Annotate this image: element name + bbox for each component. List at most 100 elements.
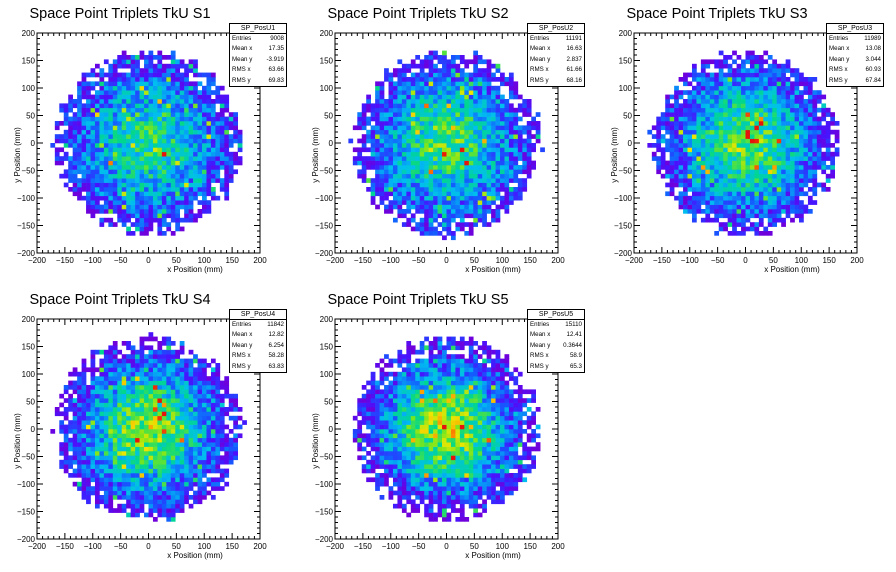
heatmap-bin [709,59,715,65]
heatmap-bin [825,121,831,126]
heatmap-bin [81,129,87,135]
x-axis-title: x Position (mm) [465,265,521,274]
heatmap-bin [77,442,82,447]
heatmap-bin [500,129,505,135]
heatmap-bin [495,63,501,69]
heatmap-bin [473,50,479,56]
heatmap-bin [468,222,474,227]
heatmap-bin [415,94,421,100]
heatmap-bin [401,165,407,170]
heatmap-bin [410,72,416,78]
heatmap-bin [419,160,425,166]
heatmap-bin [415,112,421,117]
heatmap-bin [504,107,510,113]
heatmap-bin [112,187,118,192]
heatmap-bin [152,437,158,443]
heatmap-bin [148,85,154,91]
heatmap-bin [522,178,528,183]
x-tick-label: −100 [382,256,401,265]
heatmap-bin [170,415,176,421]
heatmap-bin [148,134,154,139]
heatmap-bin [166,107,172,113]
heatmap-bin [406,129,412,135]
heatmap-bin [184,459,189,465]
heatmap-bin [397,103,403,109]
heatmap-bin [437,231,443,236]
heatmap-bin [103,94,109,100]
heatmap-bin [513,191,519,197]
heatmap-bin [491,178,496,183]
stats-row: RMS y 67.84 [827,76,883,86]
heatmap-bin [495,147,501,153]
heatmap-bin [437,160,443,166]
heatmap-bin [202,156,207,161]
heatmap-bin [99,451,105,456]
heatmap-bin [219,107,225,113]
heatmap-bin [108,147,114,153]
heatmap-bin [370,200,376,205]
heatmap-bin [513,178,519,183]
heatmap-bin [749,121,755,126]
heatmap-bin [152,503,158,509]
x-tick-label: −100 [681,256,700,265]
heatmap-bin [157,411,163,417]
heatmap-bin [90,411,96,417]
heatmap-bin [126,151,131,157]
heatmap-bin [161,169,167,175]
heatmap-bin [99,407,105,412]
heatmap-bin [450,191,456,197]
heatmap-bin [656,160,662,166]
heatmap-bin [486,173,492,179]
heatmap-bin [687,112,693,117]
heatmap-bin [193,385,198,390]
heatmap-bin [732,81,737,87]
heatmap-bin [700,200,706,205]
heatmap-bin [375,151,380,157]
heatmap-bin [397,59,403,65]
heatmap-bin [54,125,60,131]
heatmap-bin [202,389,207,395]
heatmap-bin [90,138,96,144]
heatmap-bin [193,138,198,144]
heatmap-bin [683,81,688,87]
heatmap-bin [144,437,149,443]
heatmap-bin [794,112,800,117]
heatmap-bin [419,129,425,135]
heatmap-bin [202,468,207,474]
heatmap-bin [68,134,73,139]
heatmap-bin [776,68,782,73]
heatmap-bin [736,116,742,122]
heatmap-bin [732,116,737,122]
heatmap-bin [148,182,154,188]
heatmap-bin [397,77,403,82]
heatmap-bin [184,499,189,505]
heatmap-bin [166,85,172,91]
heatmap-bin [103,173,109,179]
heatmap-bin [767,173,773,179]
heatmap-bin [745,94,751,100]
heatmap-bin [130,389,136,395]
heatmap-bin [767,129,773,135]
heatmap-bin [148,345,154,351]
stats-box: SP_PosU3 Entries 11989 Mean x 13.08 Mean y 3.0… [826,23,884,87]
stats-value: 2.837 [566,55,582,63]
heatmap-bin [660,125,666,131]
heatmap-bin [705,116,711,122]
heatmap-bin [392,68,398,73]
heatmap-bin [482,165,487,170]
heatmap-bin [727,99,733,104]
heatmap-bin [175,354,181,359]
heatmap-bin [401,187,407,192]
heatmap-bin [691,195,697,201]
heatmap-bin [148,385,154,390]
heatmap-bin [473,103,479,109]
heatmap-bin [148,495,154,500]
heatmap-bin [459,59,465,65]
heatmap-bin [473,81,479,87]
heatmap-bin [473,191,479,197]
heatmap-bin [175,222,181,227]
heatmap-bin [361,178,367,183]
heatmap-bin [206,90,212,95]
heatmap-bin [767,209,773,214]
heatmap-bin [90,85,96,91]
